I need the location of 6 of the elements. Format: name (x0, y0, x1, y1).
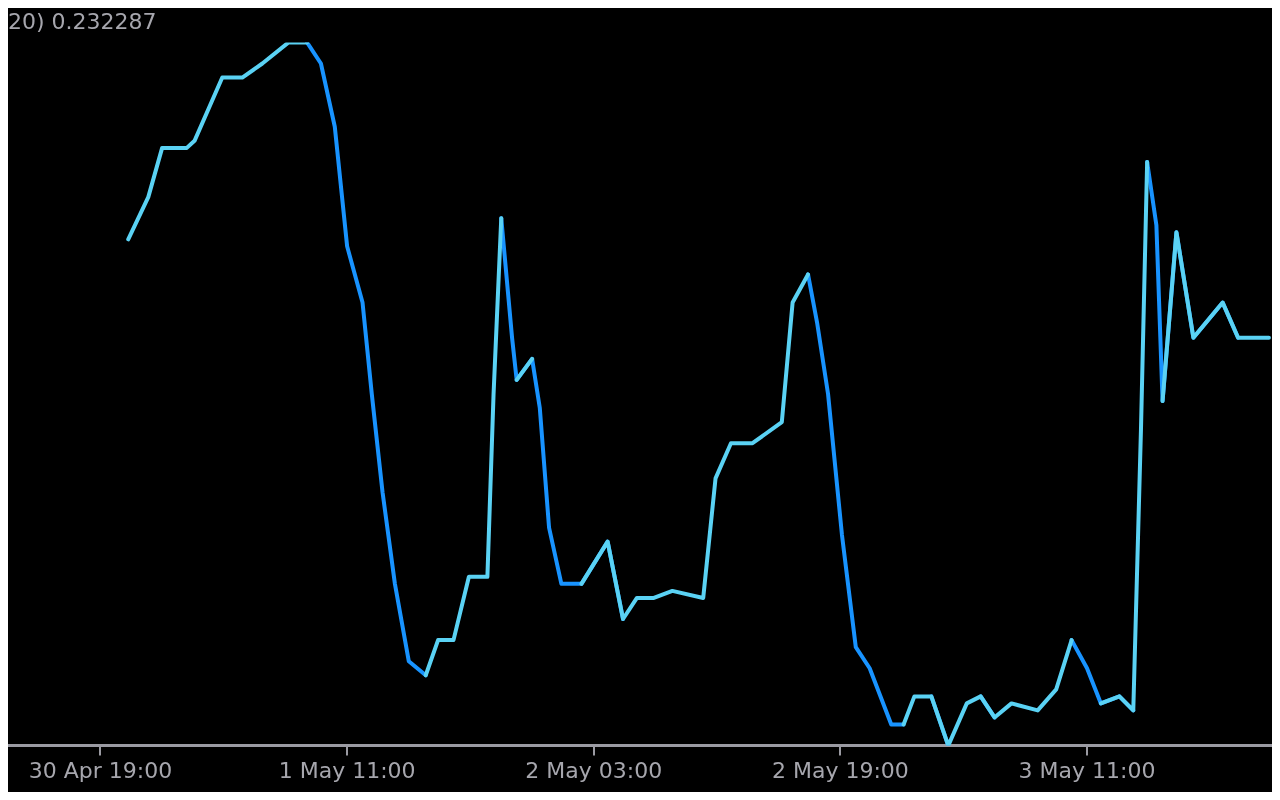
x-tick-label: 1 May 11:00 (278, 757, 416, 783)
x-tick-label: 2 May 19:00 (771, 757, 909, 783)
x-tick-label: 2 May 03:00 (525, 757, 663, 783)
chart-title: 20) 0.232287 (8, 8, 157, 34)
x-tick-label: 30 Apr 19:00 (28, 757, 173, 783)
x-tick-label: 3 May 11:00 (1018, 757, 1156, 783)
